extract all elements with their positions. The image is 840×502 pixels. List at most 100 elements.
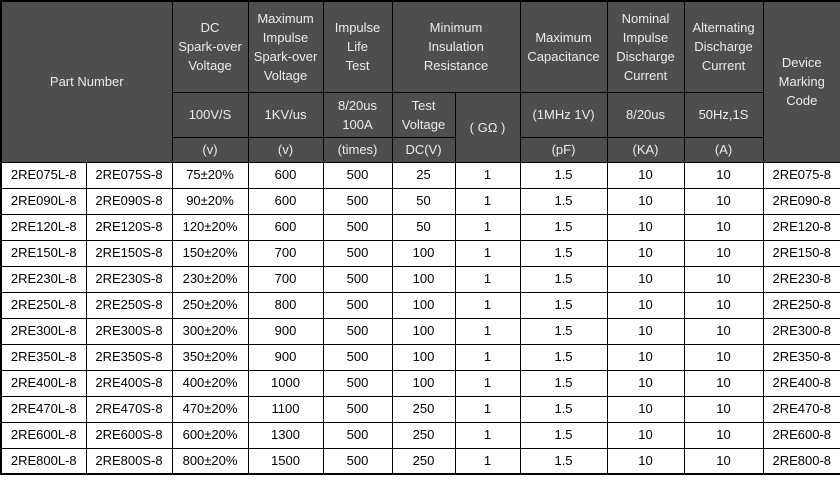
table-cell: 500	[322, 265, 393, 293]
table-cell: 1100	[247, 395, 324, 423]
table-cell: 2RE470S-8	[85, 395, 173, 423]
table-row: 2RE230L-8 2RE230S-8 230±20% 700 500 100 1 1.5 10…	[0, 265, 840, 293]
spec-table: Part Number DC Spark-over Voltage Maximu…	[0, 0, 840, 475]
table-cell: 75±20%	[171, 161, 249, 189]
table-cell: 1.5	[519, 161, 608, 189]
unit-dc-spark-over: (v)	[171, 136, 249, 163]
table-cell: 2RE350-8	[762, 343, 840, 371]
condition-alternating-discharge: 50Hz,1S	[683, 91, 764, 138]
table-cell: 600	[247, 161, 324, 189]
table-cell: 1.5	[519, 213, 608, 241]
table-cell: 1.5	[519, 369, 608, 397]
table-cell: 500	[322, 369, 393, 397]
table-cell: 1	[454, 239, 521, 267]
table-cell: 2RE120L-8	[0, 213, 87, 241]
table-cell: 250	[391, 447, 456, 475]
table-cell: 1.5	[519, 187, 608, 215]
table-cell: 10	[606, 291, 685, 319]
table-cell: 250	[391, 395, 456, 423]
condition-max-impulse-spark-over: 1KV/us	[247, 91, 324, 138]
table-cell: 1	[454, 265, 521, 293]
table-cell: 500	[322, 317, 393, 345]
unit-impulse-life: (times)	[322, 136, 393, 163]
table-cell: 2RE075L-8	[0, 161, 87, 189]
table-cell: 400±20%	[171, 369, 249, 397]
column-header-part-number: Part Number	[0, 0, 173, 163]
table-cell: 700	[247, 239, 324, 267]
table-cell: 10	[683, 317, 764, 345]
table-cell: 100	[391, 343, 456, 371]
column-header-max-impulse-spark-over-voltage: Maximum Impulse Spark-over Voltage	[247, 0, 324, 93]
table-cell: 2RE090-8	[762, 187, 840, 215]
table-cell: 10	[606, 213, 685, 241]
spec-table-header: Part Number DC Spark-over Voltage Maximu…	[0, 0, 840, 163]
unit-insulation-test-voltage: DC(V)	[391, 136, 456, 163]
table-cell: 900	[247, 343, 324, 371]
table-cell: 1	[454, 343, 521, 371]
table-cell: 2RE150L-8	[0, 239, 87, 267]
table-cell: 2RE600L-8	[0, 421, 87, 449]
table-cell: 50	[391, 187, 456, 215]
table-cell: 500	[322, 343, 393, 371]
table-cell: 10	[683, 161, 764, 189]
unit-max-capacitance: (pF)	[519, 136, 608, 163]
table-cell: 470±20%	[171, 395, 249, 423]
table-cell: 10	[606, 395, 685, 423]
table-row: 2RE090L-8 2RE090S-8 90±20% 600 500 50 1 1.5 10 10…	[0, 187, 840, 215]
table-cell: 250±20%	[171, 291, 249, 319]
table-cell: 10	[606, 343, 685, 371]
condition-impulse-life: 8/20us 100A	[322, 91, 393, 138]
table-cell: 2RE800L-8	[0, 447, 87, 475]
unit-alternating-discharge: (A)	[683, 136, 764, 163]
condition-insulation-test-voltage: Test Voltage	[391, 91, 456, 138]
table-body: 2RE075L-8 2RE075S-8 75±20% 600 500 25 1 1.5 10 10…	[0, 161, 840, 475]
table-cell: 2RE600-8	[762, 421, 840, 449]
table-row: 2RE300L-8 2RE300S-8 300±20% 900 500 100 1 1.5 10…	[0, 317, 840, 345]
table-row: 2RE600L-8 2RE600S-8 600±20% 1300 500 250 1 1.5 1…	[0, 421, 840, 449]
table-cell: 600	[247, 213, 324, 241]
table-cell: 2RE470L-8	[0, 395, 87, 423]
table-cell: 500	[322, 291, 393, 319]
table-cell: 2RE075-8	[762, 161, 840, 189]
table-row: 2RE120L-8 2RE120S-8 120±20% 600 500 50 1 1.5 10 1…	[0, 213, 840, 241]
table-cell: 500	[322, 395, 393, 423]
table-cell: 2RE230L-8	[0, 265, 87, 293]
table-cell: 350±20%	[171, 343, 249, 371]
table-cell: 600±20%	[171, 421, 249, 449]
table-cell: 10	[683, 239, 764, 267]
table-cell: 2RE300S-8	[85, 317, 173, 345]
table-cell: 2RE400L-8	[0, 369, 87, 397]
table-cell: 10	[606, 369, 685, 397]
column-header-device-marking-code: Device Marking Code	[762, 0, 840, 163]
table-cell: 1500	[247, 447, 324, 475]
header-row-titles: Part Number DC Spark-over Voltage Maximu…	[0, 0, 840, 163]
table-cell: 1.5	[519, 317, 608, 345]
table-cell: 1.5	[519, 265, 608, 293]
table-cell: 100	[391, 239, 456, 267]
unit-max-impulse-spark-over: (v)	[247, 136, 324, 163]
table-cell: 10	[606, 161, 685, 189]
condition-insulation-gohm: ( GΩ )	[454, 91, 521, 163]
table-cell: 2RE230-8	[762, 265, 840, 293]
column-header-alternating-discharge-current: Alternating Discharge Current	[683, 0, 764, 93]
table-row: 2RE250L-8 2RE250S-8 250±20% 800 500 100 1 1.5 10…	[0, 291, 840, 319]
table-cell: 500	[322, 213, 393, 241]
table-cell: 90±20%	[171, 187, 249, 215]
table-cell: 2RE120S-8	[85, 213, 173, 241]
table-cell: 10	[683, 369, 764, 397]
table-cell: 2RE350L-8	[0, 343, 87, 371]
condition-dc-spark-over: 100V/S	[171, 91, 249, 138]
table-cell: 2RE090S-8	[85, 187, 173, 215]
table-cell: 1	[454, 291, 521, 319]
table-cell: 800±20%	[171, 447, 249, 475]
table-cell: 1	[454, 161, 521, 189]
table-cell: 1.5	[519, 343, 608, 371]
table-cell: 2RE300L-8	[0, 317, 87, 345]
table-cell: 100	[391, 265, 456, 293]
table-cell: 1	[454, 421, 521, 449]
table-cell: 1	[454, 369, 521, 397]
table-cell: 10	[606, 187, 685, 215]
table-cell: 10	[683, 343, 764, 371]
table-cell: 500	[322, 421, 393, 449]
table-cell: 10	[683, 447, 764, 475]
